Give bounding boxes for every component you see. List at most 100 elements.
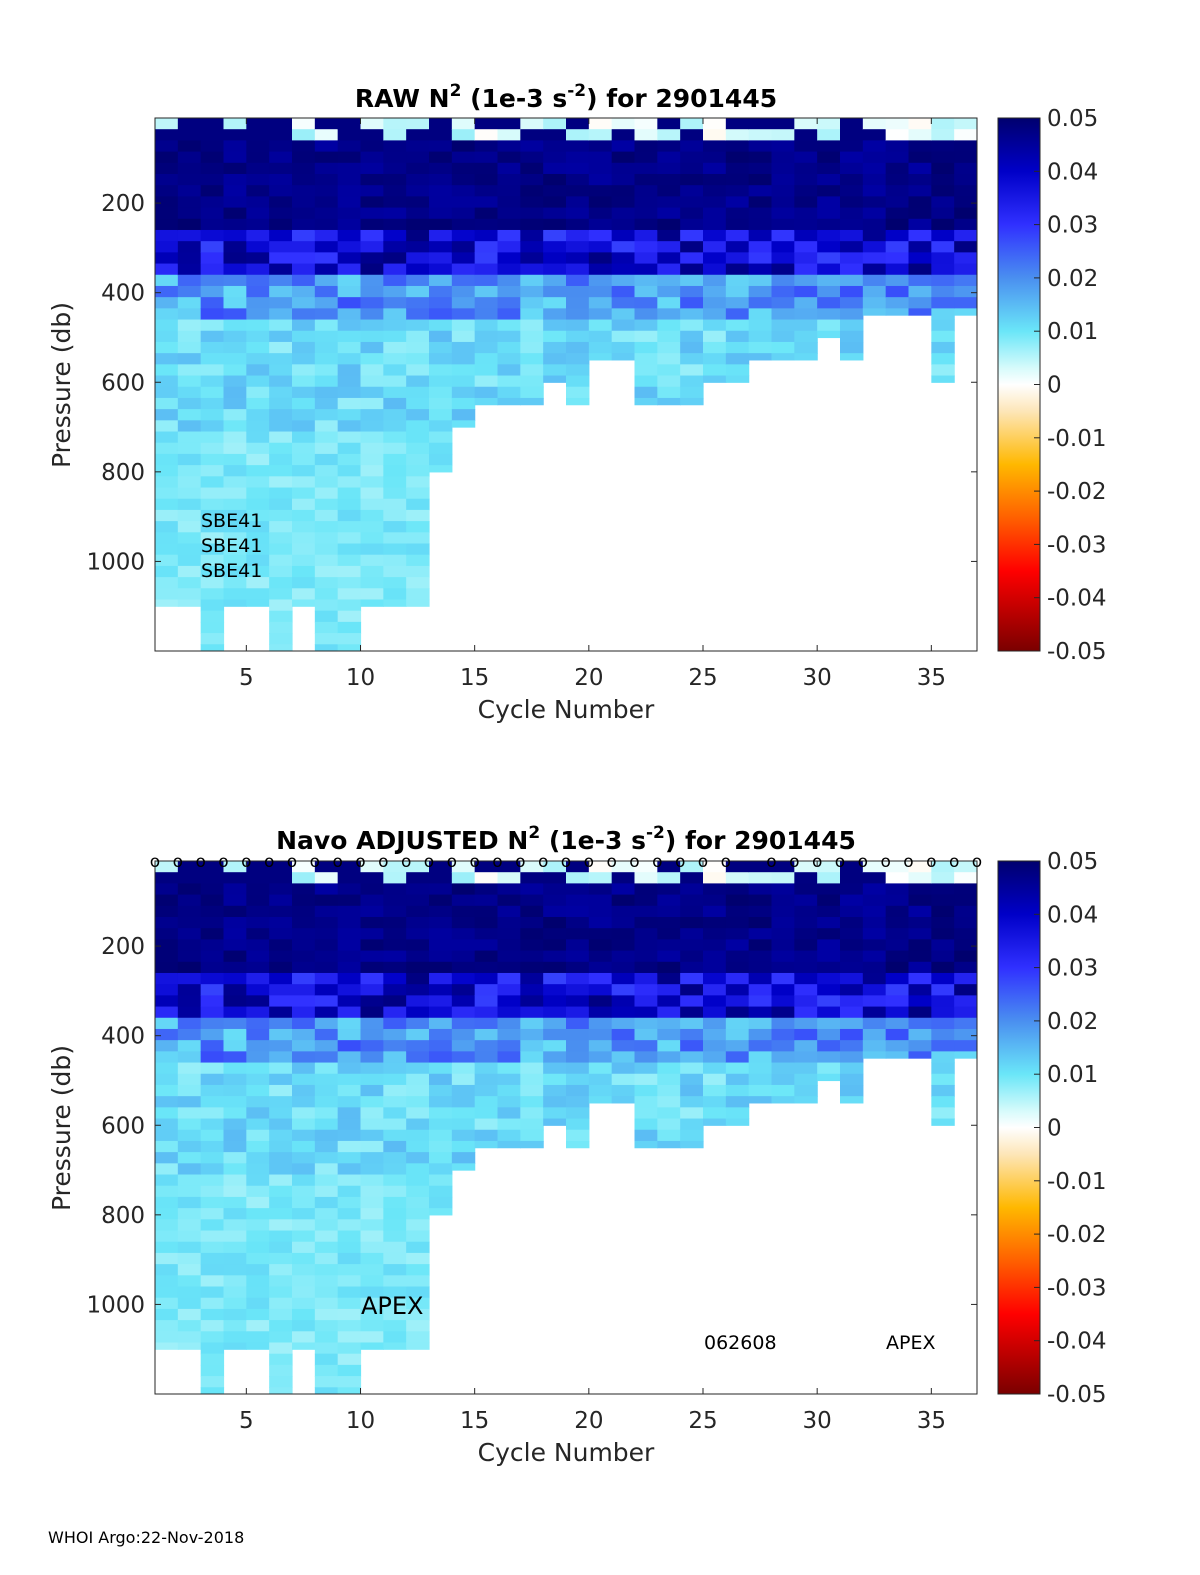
heatmap-cell <box>908 961 932 974</box>
heatmap-cell <box>771 207 795 220</box>
heatmap-cell <box>931 364 955 377</box>
heatmap-cell <box>292 453 316 466</box>
heatmap-cell <box>269 872 293 884</box>
heatmap-cell <box>337 1174 362 1187</box>
heatmap-cell <box>155 861 179 873</box>
heatmap-cell <box>292 487 316 500</box>
heatmap-cell <box>177 1129 202 1142</box>
heatmap-cell <box>657 1096 681 1108</box>
heatmap-cell <box>177 151 202 164</box>
heatmap-cell <box>588 274 613 287</box>
heatmap-cell <box>680 162 704 175</box>
heatmap-cell <box>680 1107 704 1120</box>
heatmap-cell <box>314 554 339 567</box>
heatmap-cell <box>429 1129 453 1142</box>
heatmap-cell <box>703 928 727 940</box>
heatmap-cell <box>200 498 225 511</box>
heatmap-cell <box>337 229 362 242</box>
heatmap-cell <box>406 263 430 276</box>
heatmap-cell <box>246 928 270 940</box>
heatmap-cell <box>246 442 270 455</box>
heatmap-cell <box>200 173 225 186</box>
heatmap-cell <box>223 972 247 985</box>
heatmap-cell <box>840 218 864 231</box>
heatmap-cell <box>337 1062 362 1075</box>
heatmap-cell <box>292 196 316 209</box>
heatmap-cell <box>360 285 384 298</box>
heatmap-cell <box>383 129 407 141</box>
heatmap-cell <box>406 185 430 197</box>
heatmap-cell <box>200 453 225 466</box>
heatmap-cell <box>634 162 658 175</box>
heatmap-cell <box>269 1028 293 1041</box>
heatmap-cell <box>611 185 636 197</box>
heatmap-cell <box>200 565 225 578</box>
heatmap-cell <box>794 1028 818 1041</box>
heatmap-cell <box>200 1118 225 1131</box>
heatmap-cell <box>360 872 384 884</box>
heatmap-cell <box>337 1252 362 1265</box>
heatmap-cell <box>588 330 613 343</box>
heatmap-cell <box>383 1264 407 1276</box>
heatmap-cell <box>474 241 499 253</box>
heatmap-cell <box>177 241 202 253</box>
heatmap-cell <box>566 297 590 309</box>
heatmap-cell <box>292 972 316 985</box>
heatmap-cell <box>177 263 202 276</box>
heatmap-cell <box>406 409 430 421</box>
heatmap-cell <box>155 509 179 522</box>
heatmap-cell <box>406 972 430 985</box>
heatmap-cell <box>269 241 293 253</box>
heatmap-cell <box>954 1028 977 1041</box>
heatmap-cell <box>383 950 407 963</box>
heatmap-cell <box>885 905 910 918</box>
heatmap-cell <box>406 330 430 343</box>
heatmap-cell <box>520 229 544 242</box>
heatmap-cell <box>566 308 590 321</box>
heatmap-cell <box>566 1140 590 1149</box>
heatmap-cell <box>748 972 773 985</box>
colorbar-tick-label: -0.02 <box>1047 479 1107 505</box>
heatmap-cell <box>931 375 955 383</box>
heatmap-cell <box>246 509 270 522</box>
heatmap-cell <box>748 274 773 287</box>
heatmap-cell <box>725 241 750 253</box>
heatmap-cell <box>314 196 339 209</box>
heatmap-cell <box>771 118 795 130</box>
heatmap-cell <box>429 894 453 907</box>
heatmap-cell <box>177 1320 202 1332</box>
heatmap-cell <box>177 1006 202 1019</box>
heatmap-cell <box>817 928 841 940</box>
heatmap-cell <box>657 241 681 253</box>
heatmap-cell <box>292 297 316 309</box>
heatmap-cell <box>246 565 270 578</box>
y-tick-label: 200 <box>101 934 145 960</box>
heatmap-cell <box>337 1342 362 1355</box>
heatmap-cell <box>337 1320 362 1332</box>
heatmap-cell <box>383 521 407 533</box>
heatmap-cell <box>337 1028 362 1041</box>
heatmap-cell <box>246 1342 270 1350</box>
heatmap-cell <box>406 1174 430 1187</box>
heatmap-cell <box>314 1252 339 1265</box>
heatmap-cell <box>657 984 681 996</box>
heatmap-cell <box>177 554 202 567</box>
heatmap-cell <box>634 196 658 209</box>
heatmap-cell <box>497 1006 521 1019</box>
heatmap-cell <box>246 1252 270 1265</box>
heatmap-cell <box>337 353 362 365</box>
heatmap-cell <box>223 1241 247 1254</box>
heatmap-cell <box>383 229 407 242</box>
heatmap-cell <box>840 883 864 896</box>
heatmap-cell <box>543 872 567 884</box>
heatmap-cell <box>703 939 727 952</box>
heatmap-cell <box>429 319 453 332</box>
heatmap-cell <box>383 409 407 421</box>
heatmap-cell <box>246 308 270 321</box>
heatmap-cell <box>292 1062 316 1075</box>
heatmap-cell <box>566 274 590 287</box>
heatmap-cell <box>406 532 430 545</box>
heatmap-cell <box>588 1006 613 1019</box>
heatmap-cell <box>223 375 247 388</box>
